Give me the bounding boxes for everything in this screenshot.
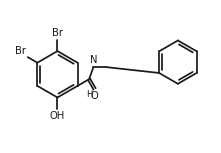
Text: Br: Br [15,46,26,56]
Text: N: N [90,55,97,65]
Text: H: H [86,90,93,99]
Text: OH: OH [50,110,65,121]
Text: Br: Br [52,28,63,39]
Text: O: O [91,91,98,101]
